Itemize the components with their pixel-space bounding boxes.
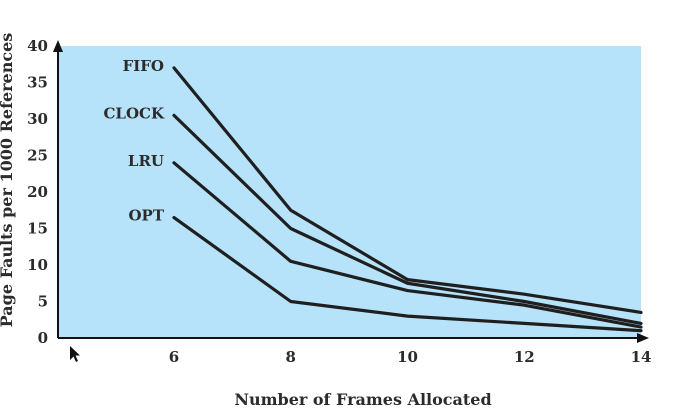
series-label-clock: CLOCK <box>103 104 164 122</box>
y-tick-label: 35 <box>27 74 48 92</box>
x-tick-label: 14 <box>631 348 652 366</box>
y-axis-title: Page Faults per 1000 References <box>0 33 16 328</box>
y-tick-label: 20 <box>27 183 48 201</box>
x-tick-label: 10 <box>397 348 418 366</box>
y-tick-label: 30 <box>27 110 48 128</box>
y-tick-label: 25 <box>27 147 48 165</box>
series-label-opt: OPT <box>128 207 164 225</box>
y-tick-label: 0 <box>38 329 48 347</box>
series-label-fifo: FIFO <box>123 57 164 75</box>
y-tick-label: 5 <box>38 293 48 311</box>
x-axis-ticks: 6 8 10 12 14 <box>169 348 652 366</box>
series-line-lru <box>172 161 643 329</box>
x-tick-label: 12 <box>514 348 535 366</box>
y-axis-arrowhead <box>53 40 63 52</box>
x-axis-arrowhead <box>637 333 649 343</box>
x-tick-label: 6 <box>169 348 179 366</box>
y-tick-label: 15 <box>27 220 48 238</box>
series-line-clock <box>172 113 643 325</box>
series-lines <box>172 66 643 333</box>
series-labels: FIFO CLOCK LRU OPT <box>103 57 164 225</box>
y-tick-label: 40 <box>27 37 48 55</box>
series-line-opt <box>172 215 643 333</box>
y-axis-ticks: 0 5 10 15 20 25 30 35 40 <box>27 37 48 347</box>
x-axis-title: Number of Frames Allocated <box>234 390 491 409</box>
y-tick-label: 10 <box>27 256 48 274</box>
mouse-cursor-icon <box>70 346 80 362</box>
plot-background <box>58 46 641 338</box>
x-tick-label: 8 <box>286 348 296 366</box>
series-line-fifo <box>172 66 643 315</box>
series-label-lru: LRU <box>128 152 164 170</box>
